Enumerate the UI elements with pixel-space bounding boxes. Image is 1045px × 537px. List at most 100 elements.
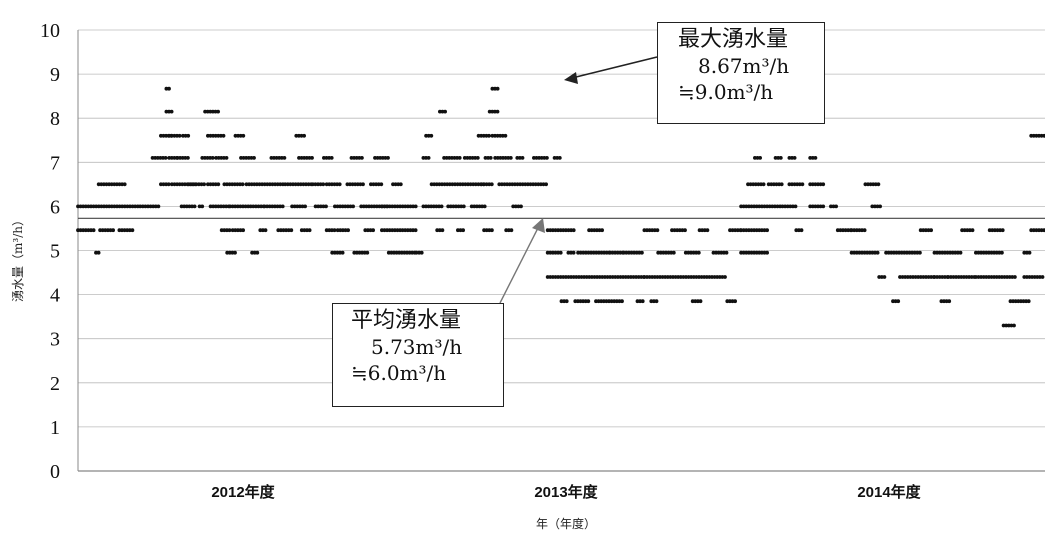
data-point xyxy=(799,228,804,233)
data-point xyxy=(440,228,445,233)
data-point xyxy=(213,133,218,138)
data-point xyxy=(545,250,550,255)
data-point xyxy=(267,204,272,209)
data-point xyxy=(203,109,208,114)
data-point xyxy=(419,250,424,255)
avg-callout-arrowhead xyxy=(532,218,545,233)
data-point xyxy=(493,86,497,91)
data-point xyxy=(159,182,163,187)
data-point xyxy=(686,275,691,279)
data-point xyxy=(987,250,991,255)
data-point xyxy=(163,156,168,160)
data-point xyxy=(156,204,161,209)
data-point xyxy=(989,275,994,279)
data-point xyxy=(716,250,721,255)
data-point xyxy=(324,156,329,160)
data-point xyxy=(846,228,851,233)
data-point xyxy=(83,228,88,233)
data-point xyxy=(214,156,219,160)
data-point xyxy=(590,275,594,279)
data-point xyxy=(545,228,550,233)
x-tick-0: 2012年度 xyxy=(211,483,275,501)
data-point xyxy=(620,299,624,304)
data-point xyxy=(477,204,482,209)
data-point xyxy=(640,250,644,255)
y-tick-0: 0 xyxy=(50,461,60,483)
data-point xyxy=(537,156,541,160)
data-point xyxy=(440,109,445,114)
data-point xyxy=(935,275,939,279)
data-point xyxy=(265,204,269,209)
data-point xyxy=(548,250,553,255)
data-point xyxy=(849,228,854,233)
data-point xyxy=(503,133,508,138)
data-point xyxy=(203,156,207,160)
data-point xyxy=(857,250,862,255)
data-point xyxy=(305,228,309,233)
data-point xyxy=(172,156,177,160)
data-point xyxy=(369,204,374,209)
data-point xyxy=(913,275,918,279)
avg-annotation-title: 平均湧水量 xyxy=(351,308,462,333)
data-point xyxy=(392,250,396,255)
data-point xyxy=(300,204,305,209)
data-point xyxy=(466,182,470,187)
data-point xyxy=(111,228,115,233)
data-point xyxy=(849,250,854,255)
data-point xyxy=(835,228,840,233)
data-point xyxy=(282,156,287,160)
data-point xyxy=(232,182,237,187)
data-point xyxy=(1022,275,1027,279)
data-point xyxy=(371,228,375,233)
data-point xyxy=(1025,275,1029,279)
data-point xyxy=(937,250,942,255)
data-point xyxy=(548,228,553,233)
data-point xyxy=(222,156,226,160)
data-point xyxy=(607,299,611,304)
data-point xyxy=(767,204,772,209)
data-point xyxy=(875,204,880,209)
data-point xyxy=(99,204,104,209)
data-point xyxy=(1000,228,1005,233)
data-point xyxy=(863,182,868,187)
data-point xyxy=(1037,228,1041,233)
data-point xyxy=(752,228,756,233)
data-point xyxy=(490,228,494,233)
data-point xyxy=(233,204,238,209)
data-point xyxy=(175,182,180,187)
data-point xyxy=(368,228,373,233)
data-point xyxy=(411,204,415,209)
data-point xyxy=(400,228,405,233)
data-point xyxy=(89,228,93,233)
data-point xyxy=(252,156,256,160)
data-point xyxy=(891,299,895,304)
data-point xyxy=(125,204,130,209)
data-point xyxy=(297,156,301,160)
data-point xyxy=(503,156,508,160)
data-point xyxy=(589,250,593,255)
data-point xyxy=(528,182,533,187)
data-point xyxy=(838,228,843,233)
data-point xyxy=(629,275,633,279)
data-point xyxy=(908,275,913,279)
data-point xyxy=(127,228,132,233)
data-point xyxy=(269,156,274,160)
data-point xyxy=(735,228,740,233)
data-point xyxy=(155,156,160,160)
data-point xyxy=(495,156,500,160)
data-point xyxy=(884,250,888,255)
data-point xyxy=(508,156,513,160)
data-point xyxy=(596,299,601,304)
data-point xyxy=(225,182,229,187)
data-point xyxy=(249,182,254,187)
data-point xyxy=(359,204,364,209)
data-point xyxy=(239,156,243,160)
data-point xyxy=(532,156,536,160)
data-point xyxy=(278,182,283,187)
data-point xyxy=(148,204,153,209)
data-point xyxy=(1026,299,1031,304)
data-point xyxy=(117,182,122,187)
data-point xyxy=(1025,250,1029,255)
data-point xyxy=(614,299,619,304)
data-point xyxy=(979,275,983,279)
